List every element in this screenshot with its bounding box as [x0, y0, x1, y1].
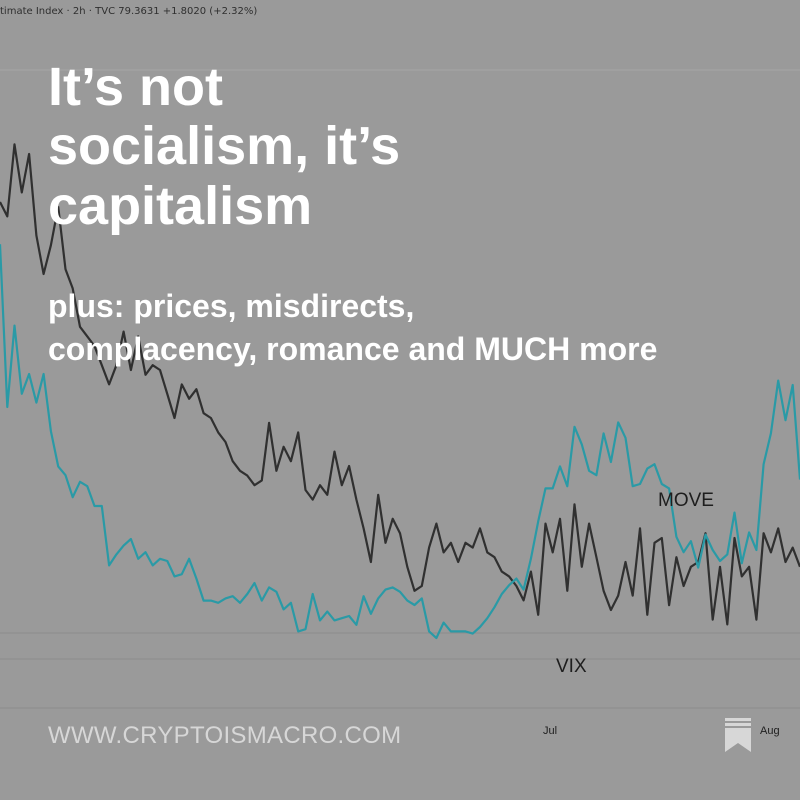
series-label-vix: VIX — [556, 656, 587, 677]
site-url[interactable]: WWW.CRYPTOISMACRO.COM — [48, 722, 402, 749]
ticker-info: timate Index · 2h · TVC 79.3631 +1.8020 … — [0, 6, 258, 17]
gridlines — [0, 69, 800, 709]
series-label-move: MOVE — [658, 490, 714, 511]
series-layer — [0, 143, 800, 640]
series-line-move — [0, 143, 800, 626]
headline-line: socialism, it’s — [48, 116, 401, 177]
headline: It’s not socialism, it’s capitalism — [48, 57, 401, 236]
headline-line: It’s not — [48, 57, 223, 117]
series-line-vix — [0, 244, 800, 640]
headline-line: capitalism — [48, 175, 313, 236]
x-tick-label: Aug — [760, 725, 780, 737]
bookmark-icon[interactable] — [724, 718, 752, 752]
subtitle-line: plus: prices, misdirects, — [48, 288, 415, 324]
subtitle-line: complacency, romance and MUCH more — [48, 330, 658, 367]
subtitle: plus: prices, misdirects, complacency, r… — [48, 285, 657, 370]
x-tick-label: Jul — [543, 725, 557, 737]
